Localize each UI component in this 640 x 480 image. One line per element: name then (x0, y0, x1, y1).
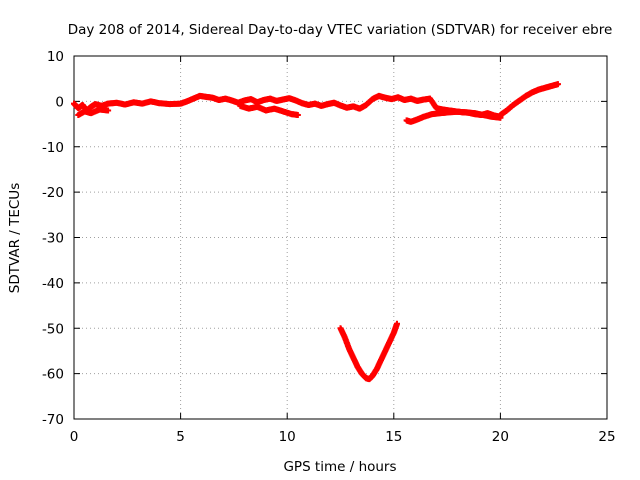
x-tick-label: 10 (279, 429, 296, 445)
x-tick-label: 15 (385, 429, 402, 445)
data-point (393, 320, 400, 327)
data-point (294, 111, 301, 118)
y-tick-label: 10 (47, 49, 64, 65)
x-tick-label: 0 (70, 429, 79, 445)
y-tick-label: -50 (42, 321, 64, 337)
x-tick-label: 25 (598, 429, 615, 445)
axis-ticks: 0 5 10 15 20 25 10 0 -10 -20 -30 -40 -50 -60 -70 (42, 49, 616, 445)
y-tick-label: -30 (42, 231, 64, 247)
data-point (105, 107, 112, 114)
y-tick-label: -40 (42, 276, 64, 292)
x-tick-label: 20 (492, 429, 509, 445)
y-tick-label: 0 (55, 94, 64, 110)
chart-title: Day 208 of 2014, Sidereal Day-to-day VTE… (68, 22, 613, 38)
x-tick-label: 5 (176, 429, 185, 445)
y-axis-label: SDTVAR / TECUs (7, 183, 23, 293)
y-tick-label: -60 (42, 367, 64, 383)
plot-frame (73, 55, 608, 420)
y-tick-label: -70 (42, 412, 64, 428)
y-tick-label: -20 (42, 185, 64, 201)
y-tick-label: -10 (42, 140, 64, 156)
data-layer (71, 81, 561, 383)
x-axis-label: GPS time / hours (283, 459, 396, 475)
data-point (554, 81, 561, 88)
grid (74, 56, 607, 419)
